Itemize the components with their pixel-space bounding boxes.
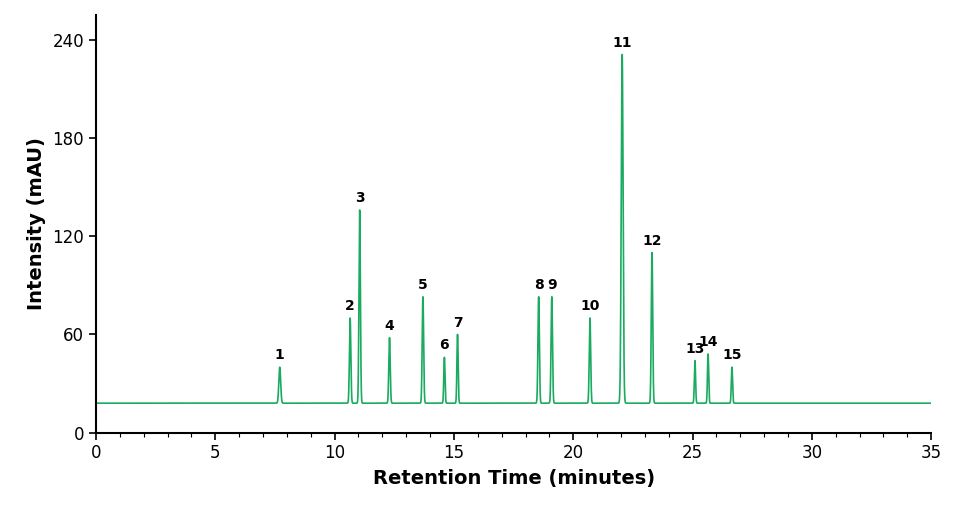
- Text: 2: 2: [346, 299, 355, 313]
- Text: 4: 4: [385, 319, 395, 333]
- Text: 9: 9: [547, 278, 557, 292]
- Text: 11: 11: [612, 36, 632, 50]
- Text: 12: 12: [642, 234, 661, 248]
- Text: 1: 1: [275, 348, 284, 362]
- Text: 5: 5: [418, 278, 428, 292]
- Text: 14: 14: [698, 335, 718, 349]
- Text: 6: 6: [440, 338, 449, 352]
- Text: 13: 13: [685, 342, 705, 356]
- Text: 15: 15: [722, 348, 742, 362]
- Text: 10: 10: [580, 299, 600, 313]
- X-axis label: Retention Time (minutes): Retention Time (minutes): [372, 469, 655, 489]
- Text: 3: 3: [355, 191, 365, 205]
- Text: 7: 7: [453, 316, 463, 329]
- Y-axis label: Intensity (mAU): Intensity (mAU): [27, 137, 45, 310]
- Text: 8: 8: [534, 278, 543, 292]
